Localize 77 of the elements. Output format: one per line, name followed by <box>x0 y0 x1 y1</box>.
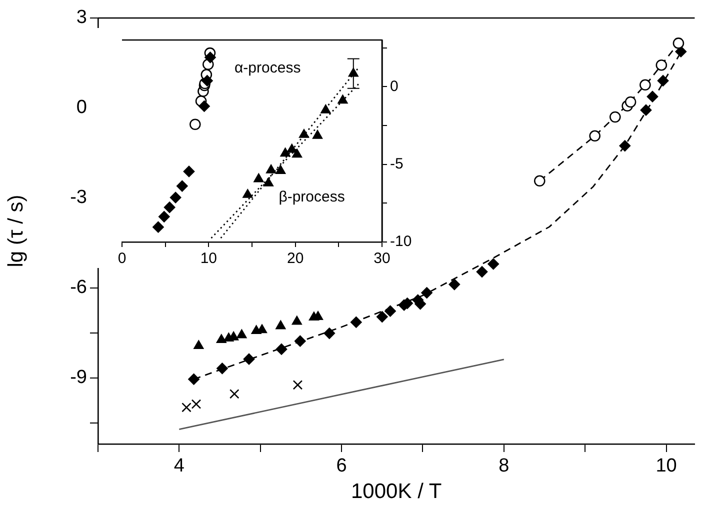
x-tick-label: 10 <box>200 250 218 268</box>
point <box>656 59 668 71</box>
point <box>534 175 546 187</box>
point <box>476 266 488 278</box>
point <box>624 96 636 108</box>
point <box>488 258 500 270</box>
point <box>276 320 286 330</box>
point <box>204 52 216 64</box>
point <box>292 148 302 158</box>
point <box>263 178 274 186</box>
x-tick-label: 0 <box>118 250 126 268</box>
point <box>280 148 290 157</box>
point <box>646 90 658 102</box>
point <box>183 166 195 178</box>
point <box>243 353 255 365</box>
point <box>286 144 297 153</box>
point <box>672 38 684 49</box>
x-axis-title: 1000K / T <box>351 480 442 504</box>
annotation: β-process <box>278 188 345 206</box>
point <box>276 344 288 355</box>
x-tick-label: 8 <box>498 456 510 477</box>
point <box>189 118 201 130</box>
y2-tick-label: 0 <box>390 78 398 95</box>
point <box>609 111 621 123</box>
point <box>236 329 247 338</box>
point <box>182 402 192 412</box>
point <box>292 380 303 390</box>
x-tick-label: 6 <box>336 456 347 477</box>
point <box>266 164 276 174</box>
point <box>216 334 226 344</box>
point <box>276 165 286 174</box>
y-axis-title: lg (τ / s) <box>4 194 28 268</box>
point <box>657 75 669 86</box>
point <box>216 362 228 374</box>
point <box>640 104 652 116</box>
y-tick-label: -9 <box>70 367 87 388</box>
point <box>338 94 348 104</box>
point <box>675 46 687 58</box>
point <box>229 389 240 399</box>
point <box>350 316 362 328</box>
point <box>257 324 267 334</box>
y2-tick-label: -5 <box>390 155 404 172</box>
point <box>384 305 396 317</box>
point <box>188 374 200 385</box>
point <box>640 79 651 91</box>
point <box>312 130 322 139</box>
y-tick-label: -3 <box>70 187 87 208</box>
point <box>198 100 210 112</box>
point <box>294 335 306 347</box>
point <box>176 180 188 192</box>
y-tick-label: -6 <box>70 277 87 298</box>
point <box>421 287 432 298</box>
x-tick-label: 30 <box>374 250 390 268</box>
point <box>164 202 176 213</box>
point <box>170 192 182 204</box>
point <box>242 189 253 198</box>
point <box>448 278 460 290</box>
point <box>589 130 600 142</box>
point <box>191 399 202 409</box>
point <box>194 340 204 350</box>
y-tick-label: 3 <box>76 7 87 28</box>
point <box>376 311 388 322</box>
point <box>619 140 631 152</box>
point <box>324 328 336 339</box>
annotation: α-process <box>234 59 301 76</box>
point <box>158 211 170 222</box>
point <box>299 129 309 138</box>
x-tick-label: 20 <box>286 250 304 268</box>
point <box>202 75 213 86</box>
point <box>254 173 264 182</box>
y2-tick-label: -10 <box>390 233 412 250</box>
y-tick-label: 0 <box>76 97 87 118</box>
x-tick-label: 4 <box>174 456 185 477</box>
point <box>152 221 164 233</box>
point <box>320 104 331 114</box>
x-tick-label: 10 <box>656 456 677 477</box>
point <box>292 316 302 325</box>
